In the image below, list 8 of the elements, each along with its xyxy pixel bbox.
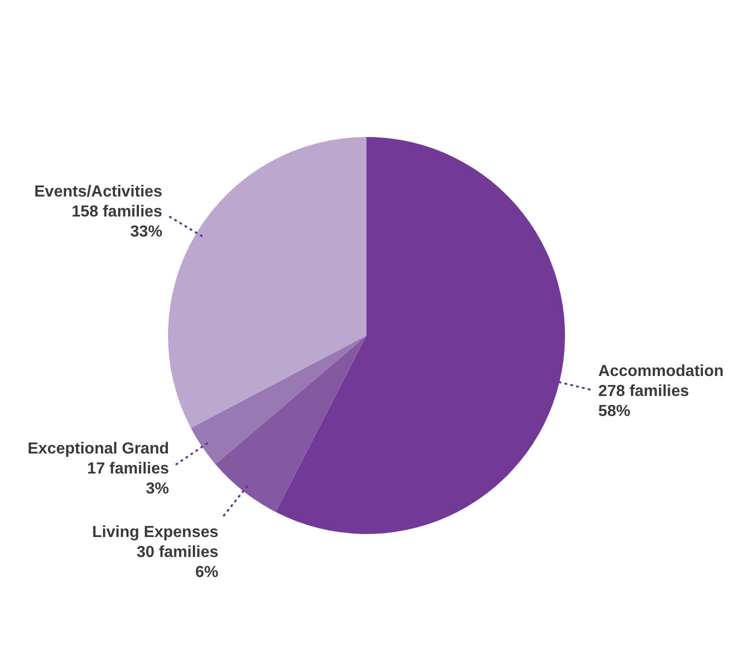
slice-label: Events/Activities [34, 184, 162, 201]
data-label: 17 families 3% [87, 460, 170, 498]
slice-label: Living Expenses [92, 524, 219, 541]
data-label: 278 families 58% [598, 383, 690, 420]
data-label: 158 families 33% [72, 204, 162, 241]
slice-label: Accommodation [598, 363, 724, 380]
data-label: 30 families 6% [136, 544, 219, 581]
slice-label: Exceptional Grand [28, 440, 170, 458]
